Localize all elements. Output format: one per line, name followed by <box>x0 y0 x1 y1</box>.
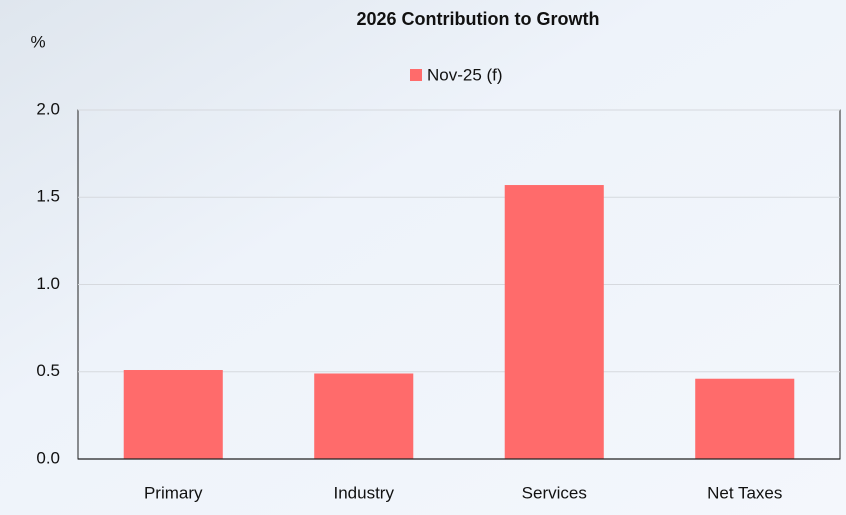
bar <box>504 185 604 459</box>
x-tick-label: Services <box>522 483 587 502</box>
legend-swatch <box>410 69 422 81</box>
bar <box>314 373 414 459</box>
y-tick-label: 2.0 <box>36 99 60 118</box>
y-tick-label: 1.0 <box>36 274 60 293</box>
bar <box>695 378 795 459</box>
x-tick-label: Industry <box>334 483 395 502</box>
chart-title: 2026 Contribution to Growth <box>357 9 600 29</box>
x-tick-label: Primary <box>144 483 203 502</box>
y-tick-label: 0.0 <box>36 448 60 467</box>
y-tick-label: 1.5 <box>36 187 60 206</box>
x-tick-label: Net Taxes <box>707 483 782 502</box>
y-tick-label: 0.5 <box>36 361 60 380</box>
legend-label: Nov-25 (f) <box>427 65 503 84</box>
bar <box>123 370 223 459</box>
y-axis-label: % <box>30 32 45 51</box>
